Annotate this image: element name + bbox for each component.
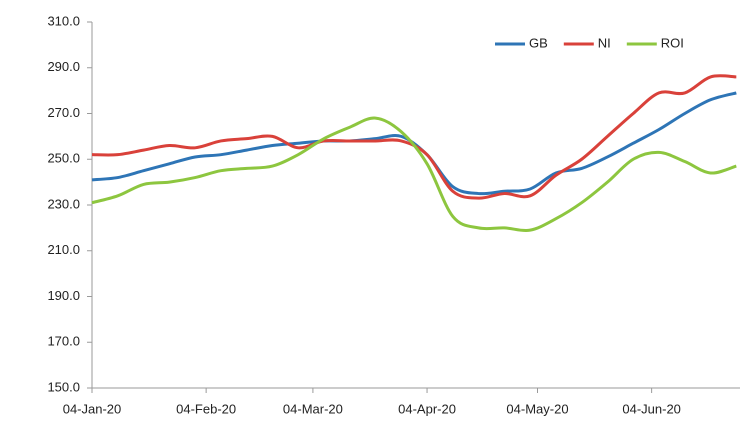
x-tick-label: 04-Apr-20	[398, 401, 456, 416]
y-tick-label: 150.0	[47, 379, 80, 394]
x-tick-label: 04-Feb-20	[176, 401, 236, 416]
legend-label: GB	[529, 35, 548, 50]
y-tick-label: 190.0	[47, 288, 80, 303]
legend-label: NI	[598, 35, 611, 50]
x-tick-label: 04-May-20	[506, 401, 568, 416]
x-tick-label: 04-Jun-20	[622, 401, 681, 416]
y-tick-label: 310.0	[47, 13, 80, 28]
y-tick-label: 170.0	[47, 334, 80, 349]
line-series	[91, 116, 737, 233]
y-tick-label: 270.0	[47, 105, 80, 120]
y-tick-label: 210.0	[47, 242, 80, 257]
x-tick-label: 04-Jan-20	[63, 401, 122, 416]
x-tick-label: 04-Mar-20	[283, 401, 343, 416]
legend-label: ROI	[661, 35, 684, 50]
y-tick-label: 290.0	[47, 59, 80, 74]
y-tick-label: 230.0	[47, 196, 80, 211]
y-tick-label: 250.0	[47, 151, 80, 166]
